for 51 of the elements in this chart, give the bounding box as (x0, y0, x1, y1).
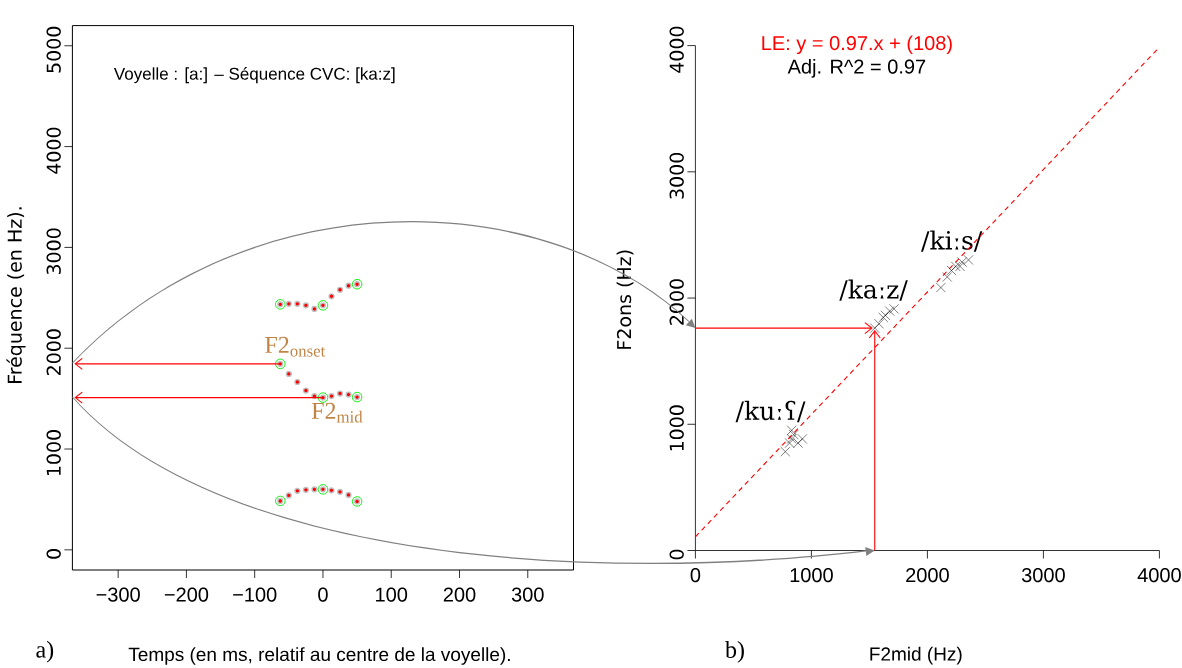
x-axis-title: F2mid (Hz) (870, 646, 962, 665)
annotation: F2$_{mid}$ (311, 402, 363, 423)
y-tick-label: 2000 (669, 279, 684, 325)
point (955, 261, 965, 272)
x-tick-label: 2000 (906, 568, 949, 583)
series-label: /kiːs/ (921, 230, 983, 252)
annotation: Adj. R^2 = 0.97 (787, 58, 926, 78)
point (963, 255, 974, 265)
point (936, 282, 946, 293)
point (884, 306, 895, 316)
y-tick-label: 5000 (46, 26, 61, 73)
x-tick-label: −300 (96, 587, 140, 602)
annotation: F2$_{onset}$ (265, 336, 326, 357)
y-tick-label: 0 (669, 549, 684, 560)
x-tick-label: −100 (233, 587, 277, 602)
x-tick-label: 100 (376, 587, 408, 602)
point (957, 257, 967, 267)
point (942, 272, 953, 282)
point (889, 304, 899, 314)
y-tick-label: 0 (46, 549, 61, 559)
x-tick-label: 1000 (790, 568, 833, 583)
text: LE: y = 0.97.x + (108) (762, 35, 952, 55)
y-tick-label: 3000 (46, 228, 61, 275)
point (788, 429, 799, 440)
y-tick-label: 2000 (46, 329, 61, 375)
y-tick-label: 4000 (669, 26, 684, 73)
series-label: /kuːʕ/ (735, 400, 806, 423)
x-tick-label: −200 (164, 587, 209, 602)
y-axis-title: F2ons (Hz) (616, 250, 634, 349)
y-tick-label: 1000 (669, 405, 684, 451)
text: b) (724, 641, 744, 663)
x-axis-title: Temps (en ms, relatif au centre de la voyelle). (128, 647, 510, 665)
y-tick-label: 4000 (46, 127, 61, 174)
x-tick-label: 0 (690, 568, 701, 583)
point (786, 425, 797, 436)
point (874, 318, 884, 329)
text: Voyelle : [a:] – Séquence CVC: [ka:z] (113, 67, 395, 84)
y-tick-label: 1000 (46, 430, 61, 476)
x-tick-label: 200 (443, 587, 476, 602)
point (780, 446, 791, 457)
text: a) (36, 640, 54, 663)
y-axis-title: Fréquence (en Hz). (6, 207, 26, 383)
x-tick-label: 300 (511, 587, 544, 602)
point (869, 323, 880, 333)
x-tick-label: 3000 (1021, 568, 1065, 583)
x-tick-label: 4000 (1137, 568, 1181, 583)
x-tick-label: 0 (318, 587, 328, 602)
series-label: /kaːz/ (839, 279, 908, 301)
point (950, 261, 961, 272)
point (946, 265, 957, 276)
y-tick-label: 3000 (669, 152, 684, 199)
